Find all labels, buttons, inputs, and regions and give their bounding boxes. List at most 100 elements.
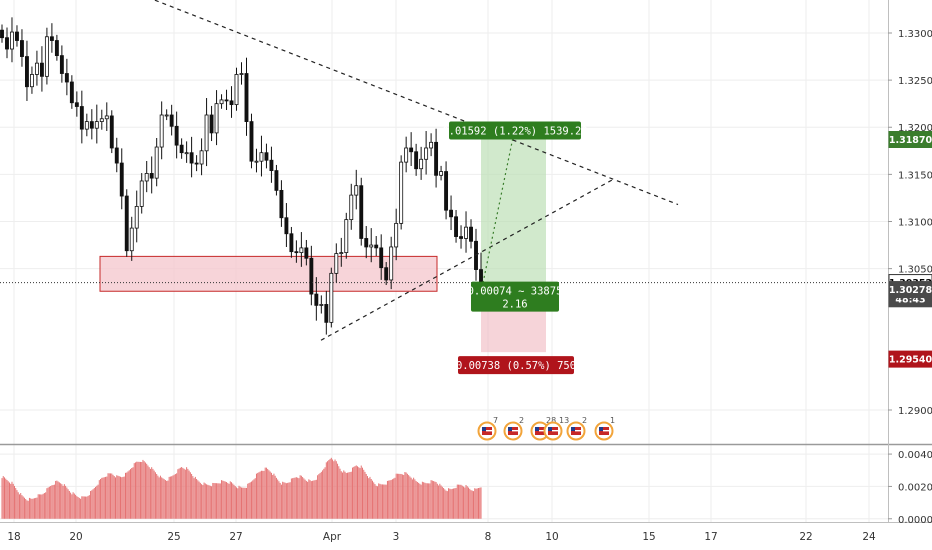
event-badge[interactable]: 2 <box>503 416 525 441</box>
candle-body <box>389 246 394 281</box>
candle-body <box>249 121 254 162</box>
projection-line[interactable] <box>480 132 515 293</box>
candle-body <box>109 115 114 149</box>
us-flag-icon-stripe <box>486 430 492 432</box>
price-tag: 1.29540 <box>888 350 932 368</box>
candle-body <box>244 73 249 122</box>
candle-body <box>214 103 219 134</box>
candle-body <box>64 73 69 83</box>
candle-body <box>94 121 99 129</box>
event-badge[interactable]: 1 <box>594 416 616 441</box>
candle-body <box>204 114 209 152</box>
candle-body <box>44 36 49 77</box>
time-tick-label: 8 <box>485 531 492 543</box>
candle-body <box>294 251 299 254</box>
us-flag-icon-stripe <box>603 430 609 432</box>
candle-body <box>399 161 404 224</box>
candle-body <box>334 253 339 274</box>
candle-body <box>394 222 399 248</box>
candle-body <box>59 55 64 74</box>
candle-body <box>209 114 214 134</box>
candle-body <box>239 73 244 75</box>
candle-body <box>74 102 79 107</box>
candle-body <box>409 147 414 153</box>
price-axis[interactable]: 1.33000 1.32500 1.32000 1.31500 1.31000 1.305… <box>888 29 932 417</box>
event-badge-count: 28 <box>546 416 556 425</box>
us-flag-icon-stripe <box>512 430 518 432</box>
economic-event-badges[interactable]: 7 2 28 13 2 1 <box>477 416 616 441</box>
candle-body <box>84 121 89 130</box>
candle-body <box>5 37 9 50</box>
price-tick-label: 1.30500 <box>898 265 932 276</box>
candle-body <box>269 159 274 172</box>
price-tag: 1.31870 <box>888 130 932 148</box>
price-tick-label: 1.32500 <box>898 76 932 87</box>
candles <box>0 17 483 335</box>
candle-body <box>234 74 239 106</box>
position-profit-area[interactable] <box>481 132 546 283</box>
candle-body <box>69 81 74 104</box>
price-tag-label: 1.30278 <box>889 285 932 296</box>
indicator-tick-label: 0.0040 <box>898 450 932 461</box>
price-tag-label: 48:43 <box>895 294 925 305</box>
candle-body <box>179 144 184 154</box>
event-badge-count: 1 <box>610 416 615 425</box>
time-tick-label: 17 <box>704 531 717 543</box>
event-badge[interactable]: 2 <box>566 416 588 441</box>
candle-body <box>364 238 369 248</box>
candle-body <box>469 226 473 242</box>
candle-body <box>344 219 349 254</box>
profit-label[interactable]: 0.01592 (1.22%) 1539.29 <box>442 121 588 140</box>
candle-body <box>349 194 354 221</box>
indicator-axis[interactable]: 0.0040 0.0020 0.0000 <box>888 450 932 526</box>
candle-body <box>264 152 269 161</box>
candle-body <box>374 244 379 249</box>
candle-body <box>20 40 24 57</box>
candle-body <box>219 99 224 105</box>
candle-body <box>15 31 19 41</box>
time-tick-label: Apr <box>323 531 342 543</box>
candle-body <box>0 29 4 39</box>
price-tag: 1.30278 <box>888 281 932 299</box>
event-badge-count: 2 <box>582 416 587 425</box>
candle-body <box>194 162 199 165</box>
candle-body <box>144 173 149 182</box>
candle-body <box>449 209 454 218</box>
time-tick-label: 22 <box>799 531 812 543</box>
time-axis[interactable]: 18 20 25 27 Apr 3 8 10 15 17 22 24 <box>7 531 876 543</box>
us-flag-icon-canton <box>482 427 486 431</box>
entry-label-line2: 2.16 <box>502 299 527 311</box>
time-tick-label: 18 <box>7 531 20 543</box>
event-badge[interactable]: 13 <box>543 416 570 441</box>
candle-body <box>274 170 279 191</box>
candle-body <box>279 189 284 219</box>
candle-body <box>224 99 229 102</box>
time-tick-label: 20 <box>69 531 82 543</box>
candle-body <box>99 118 104 122</box>
loss-label[interactable]: 0.00738 (0.57%) 750 <box>456 356 576 375</box>
candle-body <box>184 152 189 155</box>
time-tick-label: 3 <box>393 531 400 543</box>
candle-body <box>29 74 34 88</box>
loss-label-text: 0.00738 (0.57%) 750 <box>456 360 576 372</box>
event-badge-count: 7 <box>493 416 498 425</box>
us-flag-icon-stripe <box>539 430 545 432</box>
candle-body <box>174 125 179 146</box>
us-flag-icon-canton <box>599 427 603 431</box>
candle-body <box>384 267 389 281</box>
candle-body <box>314 293 319 306</box>
candle-body <box>54 40 59 57</box>
entry-label-line1: 0.00074 ~ 33875 <box>468 286 563 298</box>
us-flag-icon-canton <box>508 427 512 431</box>
price-tick-label: 1.32000 <box>898 123 932 134</box>
event-badge[interactable]: 7 <box>477 416 499 441</box>
candle-body <box>434 141 439 176</box>
price-tag-bg <box>888 350 932 368</box>
candle-body <box>424 147 429 160</box>
trendline-upper[interactable] <box>140 0 679 206</box>
candle-body <box>254 160 259 163</box>
candle-body <box>429 141 434 149</box>
entry-label[interactable]: 0.00074 ~ 33875 2.16 <box>468 281 563 312</box>
